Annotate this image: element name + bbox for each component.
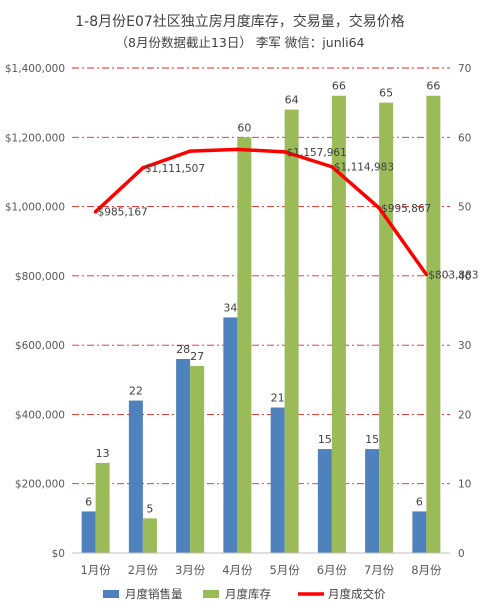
y-right-tick-label: 60 bbox=[458, 132, 471, 144]
x-tick-label: 7月份 bbox=[364, 563, 395, 577]
y-right-tick-label: 0 bbox=[458, 548, 465, 560]
y-right-tick-label: 50 bbox=[458, 202, 471, 214]
bar-inventory bbox=[284, 109, 299, 554]
bars bbox=[81, 95, 441, 554]
data-labels: 6 22 28 34 21 15 15 6 13 5 27 60 64 66 65 66 $985,167 $1,… bbox=[85, 80, 478, 516]
x-tick-label: 1月份 bbox=[80, 563, 111, 577]
axes: $0 0 $200,000 10 $400,000 20 $600,000 30 $800,00… bbox=[5, 63, 472, 577]
bar-inventory bbox=[190, 365, 205, 553]
bar-inventory bbox=[142, 518, 157, 553]
bar-inventory bbox=[426, 95, 441, 553]
price-data-label: $1,111,507 bbox=[145, 163, 205, 175]
y-right-tick-label: 10 bbox=[458, 479, 471, 491]
bar-data-label: 27 bbox=[190, 350, 204, 363]
y-left-tick-label: $400,000 bbox=[15, 409, 65, 421]
bar-data-label: 6 bbox=[85, 495, 92, 508]
legend-label: 月度销售量 bbox=[125, 587, 183, 601]
y-right-tick-label: 30 bbox=[458, 340, 471, 352]
price-point bbox=[424, 272, 429, 277]
price-point bbox=[282, 150, 287, 154]
price-point bbox=[377, 206, 381, 210]
bar-data-label: 6 bbox=[416, 495, 423, 508]
price-line-path bbox=[94, 147, 428, 276]
bar-sales bbox=[365, 449, 380, 553]
bar-data-label: 64 bbox=[285, 94, 299, 107]
price-point bbox=[93, 209, 98, 214]
y-left-tick-label: $800,000 bbox=[15, 271, 65, 283]
x-tick-label: 6月份 bbox=[317, 563, 348, 577]
legend-label: 月度库存 bbox=[225, 587, 271, 601]
bar-data-label: 65 bbox=[379, 87, 393, 100]
price-data-label: $803,883 bbox=[428, 270, 478, 282]
price-point bbox=[188, 149, 192, 153]
bar-data-label: 13 bbox=[96, 447, 110, 460]
price-data-label: $1,157,961 bbox=[287, 147, 347, 159]
bar-sales bbox=[81, 511, 96, 553]
x-tick-label: 2月份 bbox=[128, 563, 159, 577]
chart-title: 1-8月份E07社区独立房月度库存，交易量，交易价格 bbox=[75, 13, 405, 30]
bar-inventory bbox=[237, 137, 252, 554]
legend-swatch bbox=[103, 590, 119, 598]
price-line bbox=[93, 147, 429, 277]
x-tick-label: 4月份 bbox=[222, 563, 253, 577]
y-left-tick-label: $600,000 bbox=[15, 340, 65, 352]
bar-data-label: 22 bbox=[129, 385, 143, 398]
bar-data-label: 60 bbox=[237, 121, 251, 134]
bar-data-label: 21 bbox=[271, 392, 285, 405]
bar-data-label: 15 bbox=[365, 433, 379, 446]
y-left-tick-label: $1,000,000 bbox=[5, 202, 65, 214]
bar-data-label: 34 bbox=[223, 301, 237, 314]
bar-data-label: 66 bbox=[426, 80, 440, 93]
bar-sales bbox=[128, 400, 143, 553]
price-point bbox=[141, 166, 145, 170]
price-data-label: $985,167 bbox=[98, 207, 148, 219]
y-right-tick-label: 20 bbox=[458, 409, 471, 421]
y-right-tick-label: 70 bbox=[458, 63, 471, 75]
price-data-label: $1,114,983 bbox=[334, 162, 394, 174]
x-tick-label: 3月份 bbox=[175, 563, 206, 577]
x-tick-label: 5月份 bbox=[269, 563, 300, 577]
price-point bbox=[235, 147, 240, 152]
chart-subtitle: （8月份数据截止13日） 李军 微信：junli64 bbox=[116, 35, 365, 50]
y-left-tick-label: $0 bbox=[52, 548, 65, 560]
bar-sales bbox=[270, 407, 285, 553]
legend: 月度销售量 月度库存 月度成交价 bbox=[103, 587, 386, 601]
gridlines bbox=[72, 67, 450, 485]
y-left-tick-label: $1,200,000 bbox=[5, 132, 65, 144]
bar-sales bbox=[317, 449, 332, 553]
y-left-tick-label: $1,400,000 bbox=[5, 63, 65, 75]
bar-data-label: 15 bbox=[318, 433, 332, 446]
bar-inventory bbox=[331, 95, 346, 553]
bar-data-label: 28 bbox=[176, 343, 190, 356]
bar-sales bbox=[176, 359, 191, 553]
bar-inventory bbox=[95, 462, 110, 553]
bar-sales bbox=[412, 511, 427, 553]
bar-data-label: 5 bbox=[146, 502, 153, 515]
legend-swatch bbox=[203, 590, 219, 598]
bar-data-label: 66 bbox=[332, 80, 346, 93]
x-tick-label: 8月份 bbox=[411, 563, 442, 577]
y-left-tick-label: $200,000 bbox=[15, 479, 65, 491]
y-right-tick-label: 40 bbox=[458, 271, 471, 283]
legend-label: 月度成交价 bbox=[328, 587, 386, 601]
bar-sales bbox=[223, 317, 238, 553]
price-data-label: $995,867 bbox=[381, 203, 431, 215]
price-point bbox=[330, 164, 334, 169]
